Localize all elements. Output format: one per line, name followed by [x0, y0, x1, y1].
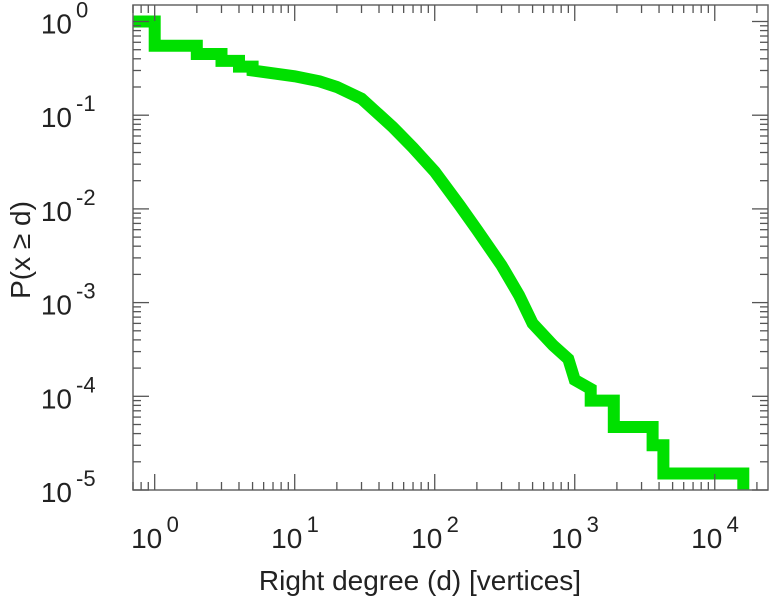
series-layer — [133, 15, 750, 490]
y-tick-exponent: -3 — [76, 279, 96, 304]
y-tick-label: 10 — [41, 383, 72, 414]
series-line-0 — [133, 15, 750, 490]
x-tick-label: 10 — [411, 523, 442, 554]
x-tick-exponent: 2 — [447, 512, 459, 537]
x-tick-label: 10 — [131, 523, 162, 554]
y-tick-exponent: -2 — [76, 185, 96, 210]
y-axis-label: P(x ≥ d) — [5, 201, 36, 299]
y-tick-label: 10 — [41, 477, 72, 508]
x-tick-exponent: 0 — [167, 512, 179, 537]
x-axis-label: Right degree (d) [vertices] — [259, 565, 581, 596]
x-tick-exponent: 3 — [587, 512, 599, 537]
y-tick-label: 10 — [41, 290, 72, 321]
x-tick-label: 10 — [271, 523, 302, 554]
y-tick-exponent: -1 — [76, 91, 96, 116]
ticks-layer — [132, 5, 768, 491]
x-tick-label: 10 — [551, 523, 582, 554]
y-tick-exponent: -4 — [76, 372, 96, 397]
tick-labels: 10 0 10 1 10 2 10 3 10 410 010 -110 -210 -310 -410 -5 — [41, 0, 739, 554]
x-tick-exponent: 4 — [727, 512, 739, 537]
x-tick-label: 10 — [691, 523, 722, 554]
y-tick-exponent: -5 — [76, 466, 96, 491]
y-tick-label: 10 — [41, 8, 72, 39]
y-tick-exponent: 0 — [76, 0, 88, 22]
y-tick-label: 10 — [41, 102, 72, 133]
y-tick-label: 10 — [41, 196, 72, 227]
plot-frame — [132, 4, 769, 491]
x-tick-exponent: 1 — [307, 512, 319, 537]
